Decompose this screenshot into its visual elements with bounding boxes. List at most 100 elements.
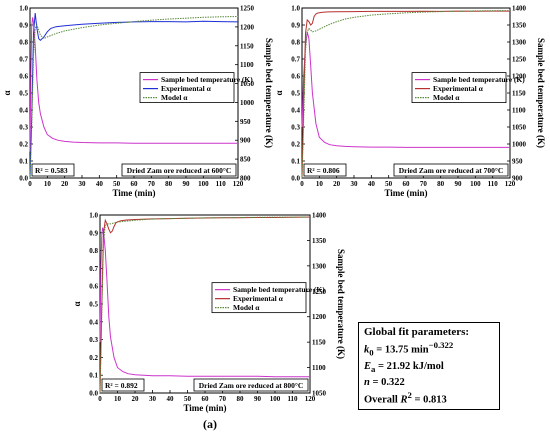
y2-tick-label: 1400: [312, 212, 327, 220]
global-fit-parameters-box: Global fit parameters: k0 = 13.75 min−0.…: [358, 322, 500, 411]
y2-tick-label: 1300: [312, 262, 327, 270]
y2-axis-label: Sample bed temperature (K): [264, 38, 274, 148]
series-line-temperature: [29, 17, 238, 152]
x-tick-label: 50: [385, 180, 393, 188]
y-tick-label: 0.0: [19, 175, 28, 183]
x-tick-label: 90: [254, 395, 262, 403]
param-overall-exponent: 2: [407, 389, 412, 400]
legend-label: Sample bed temperature (K): [433, 75, 525, 84]
x-tick-label: 50: [184, 395, 192, 403]
r2-box: [31, 163, 75, 177]
series-line-model: [301, 10, 511, 179]
x-axis-label: Time (min): [384, 188, 427, 198]
y2-tick-label: 950: [512, 158, 523, 166]
y-tick-label: 0.4: [291, 107, 300, 115]
y2-tick-label: 1150: [240, 42, 254, 50]
legend-label: Experimental α: [161, 84, 212, 93]
r2-label: R² = 0.583: [35, 166, 68, 175]
r2-label: R² = 0.806: [307, 166, 340, 175]
series-line-experimental: [29, 13, 239, 179]
y-axis-label: α: [2, 90, 12, 95]
r2-box: [101, 378, 145, 392]
r2-box: [303, 163, 347, 177]
y-axis-label: α: [274, 90, 284, 95]
y2-axis-label: Sample bed temperature (K): [536, 38, 546, 148]
param-overall-prefix: Overall: [364, 394, 401, 406]
x-tick-label: 70: [219, 395, 227, 403]
y2-tick-label: 1200: [240, 23, 255, 31]
legend-label: Sample bed temperature (K): [233, 285, 325, 294]
y-tick-label: 0.6: [19, 73, 28, 81]
y-tick-label: 1.0: [89, 212, 98, 220]
figure-caption: (a): [203, 417, 217, 431]
y-tick-label: 0.1: [291, 158, 300, 166]
x-tick-label: 100: [470, 180, 481, 188]
y-tick-label: 0.2: [89, 354, 98, 362]
y-axis-label: α: [72, 301, 82, 306]
x-tick-label: 40: [167, 395, 175, 403]
param-k0-subscript: 0: [369, 347, 374, 358]
x-tick-label: 90: [183, 180, 191, 188]
legend-label: Experimental α: [433, 84, 484, 93]
x-tick-label: 0: [98, 395, 102, 403]
y-tick-label: 0.3: [19, 124, 28, 132]
y-tick-label: 0.5: [89, 301, 98, 309]
x-tick-label: 10: [316, 180, 324, 188]
y-tick-label: 0.2: [291, 141, 300, 149]
param-ea-subscript: a: [371, 363, 376, 374]
y-tick-label: 0.4: [89, 318, 98, 326]
condition-label: Dried Zam ore reduced at 800°C: [199, 381, 304, 390]
y2-tick-label: 1250: [240, 5, 255, 13]
condition-box: [193, 378, 309, 392]
x-tick-label: 0: [300, 180, 304, 188]
y-tick-label: 0.3: [89, 336, 98, 344]
y2-tick-label: 1350: [312, 237, 327, 245]
y2-tick-label: 900: [240, 137, 251, 145]
param-n-value: = 0.322: [372, 376, 405, 388]
x-axis-label: Time (min): [112, 188, 155, 198]
x-tick-label: 90: [455, 180, 463, 188]
y-tick-label: 0.8: [291, 39, 300, 47]
legend-label: Sample bed temperature (K): [161, 75, 253, 84]
y-tick-label: 0.8: [89, 247, 98, 255]
x-tick-label: 20: [61, 180, 69, 188]
y2-tick-label: 1050: [240, 80, 255, 88]
legend-label: Model α: [233, 303, 260, 312]
y-tick-label: 0.5: [291, 90, 300, 98]
param-ea-value: = 21.92 kJ/mol: [378, 360, 444, 372]
y2-axis-label: Sample bed temperature (K): [336, 249, 346, 359]
y-tick-label: 0.5: [19, 90, 28, 98]
series-line-model: [29, 16, 239, 179]
y-tick-label: 1.0: [291, 5, 300, 13]
x-tick-label: 80: [165, 180, 173, 188]
y-tick-label: 1.0: [19, 5, 28, 13]
param-n: n = 0.322: [364, 376, 494, 389]
param-overall-value: = 0.813: [411, 394, 447, 406]
x-tick-label: 50: [113, 180, 121, 188]
x-tick-label: 110: [216, 180, 227, 188]
y2-tick-label: 1200: [512, 73, 527, 81]
x-tick-label: 80: [237, 395, 245, 403]
r2-label: R² = 0.892: [105, 381, 138, 390]
y2-tick-label: 1000: [240, 99, 255, 107]
x-tick-label: 100: [270, 395, 281, 403]
x-axis-label: Time (min): [183, 403, 226, 413]
x-tick-label: 10: [114, 395, 122, 403]
param-k0-symbol: k: [364, 344, 370, 356]
x-tick-label: 20: [333, 180, 341, 188]
param-overall-r-symbol: R: [400, 394, 408, 406]
params-title: Global fit parameters:: [364, 326, 470, 338]
param-ea: Ea = 21.92 kJ/mol: [364, 360, 494, 376]
x-tick-label: 110: [488, 180, 499, 188]
y2-tick-label: 1150: [312, 339, 326, 347]
x-tick-label: 110: [287, 395, 298, 403]
y2-tick-label: 1000: [512, 141, 527, 149]
y-tick-label: 0.7: [291, 56, 300, 64]
x-tick-label: 20: [132, 395, 140, 403]
y2-tick-label: 1250: [512, 56, 527, 64]
y2-tick-label: 1200: [312, 313, 327, 321]
series-line-temperature: [301, 31, 510, 148]
chart-panel-2: 0 10 20 30 40 50 60 70 80 90 100 110 120 0.0 0.1 0.2 0.3…: [274, 5, 546, 199]
x-tick-label: 30: [79, 180, 87, 188]
